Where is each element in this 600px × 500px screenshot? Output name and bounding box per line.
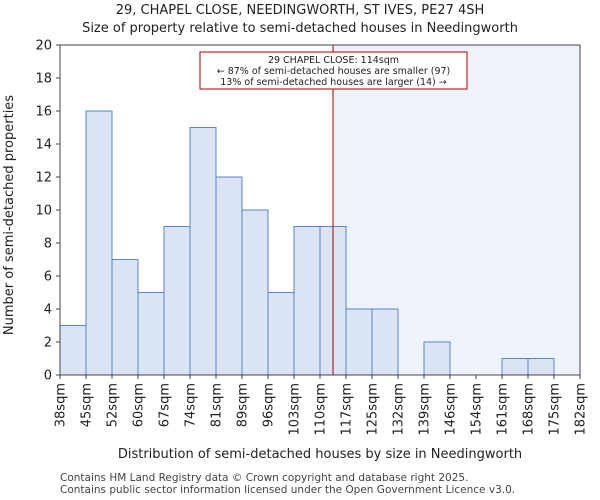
x-tick-label: 60sqm [132,383,147,427]
x-tick-label: 74sqm [184,383,199,427]
y-tick-label: 18 [35,72,52,87]
y-tick-label: 0 [44,369,52,384]
x-tick-label: 132sqm [392,383,407,436]
x-tick-label: 103sqm [288,383,303,436]
x-tick-label: 161sqm [496,383,511,436]
histogram-bar [501,358,529,376]
x-tick-label: 117sqm [340,383,355,436]
x-tick-label: 139sqm [418,383,433,436]
y-tick-label: 20 [35,39,52,54]
x-tick-label: 154sqm [470,383,485,436]
y-axis-label: Number of semi-detached properties [2,95,17,335]
y-tick-label: 14 [35,138,52,153]
histogram-bar [345,308,373,376]
x-tick-label: 67sqm [158,383,173,427]
histogram-bar [215,176,243,376]
y-tick-label: 8 [44,237,52,252]
chart-title: 29, CHAPEL CLOSE, NEEDINGWORTH, ST IVES,… [115,3,485,18]
annotation-box: 29 CHAPEL CLOSE: 114sqm ← 87% of semi-de… [199,51,468,90]
x-tick-label: 89sqm [236,383,251,427]
histogram-bar [267,292,295,376]
histogram-chart: 0 2 4 6 8 10 12 14 16 18 20 38sqm 45sqm 52sqm 60sqm 67… [2,39,589,463]
annotation-line-2: ← 87% of semi-detached houses are smalle… [217,66,451,77]
y-tick-label: 16 [35,105,52,120]
histogram-bar [163,226,191,376]
histogram-bar [241,209,269,376]
histogram-bar [527,358,555,376]
histogram-bar [137,292,165,376]
annotation-line-3: 13% of semi-detached houses are larger (… [220,77,447,88]
y-tick-label: 12 [35,171,52,186]
x-tick-label: 52sqm [106,383,121,427]
y-tick-label: 4 [44,303,52,318]
x-tick-label: 168sqm [522,383,537,436]
x-tick-label: 81sqm [210,383,225,427]
y-tick-label: 10 [35,204,52,219]
x-tick-label: 175sqm [548,383,563,436]
x-tick-label: 182sqm [574,383,589,436]
x-tick-label: 146sqm [444,383,459,436]
y-tick-label: 2 [44,336,52,351]
histogram-bar [371,308,399,376]
x-tick-label: 45sqm [80,383,95,427]
chart-subtitle: Size of property relative to semi-detach… [82,21,518,36]
footer-licence: Contains public sector information licen… [60,484,516,496]
x-tick-label: 38sqm [54,383,69,427]
annotation-line-1: 29 CHAPEL CLOSE: 114sqm [268,55,399,66]
y-tick-label: 6 [44,270,52,285]
footer-copyright: Contains HM Land Registry data © Crown c… [60,472,469,484]
histogram-bar [293,226,321,376]
histogram-bar [189,127,217,376]
x-tick-label: 125sqm [366,383,381,436]
x-axis-label: Distribution of semi-detached houses by … [118,447,522,462]
histogram-bar [111,259,139,376]
histogram-bar [59,325,87,376]
x-tick-label: 110sqm [314,383,329,436]
x-tick-label: 96sqm [262,383,277,427]
histogram-bar [423,341,451,376]
histogram-bar [85,110,113,376]
